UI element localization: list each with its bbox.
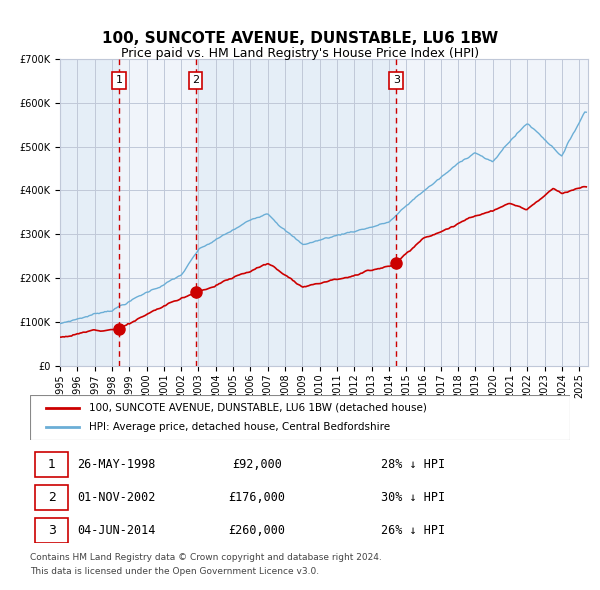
Text: Price paid vs. HM Land Registry's House Price Index (HPI): Price paid vs. HM Land Registry's House … bbox=[121, 47, 479, 60]
Text: Contains HM Land Registry data © Crown copyright and database right 2024.: Contains HM Land Registry data © Crown c… bbox=[30, 553, 382, 562]
Text: 30% ↓ HPI: 30% ↓ HPI bbox=[381, 491, 445, 504]
FancyBboxPatch shape bbox=[35, 518, 68, 543]
Text: 28% ↓ HPI: 28% ↓ HPI bbox=[381, 458, 445, 471]
Text: £260,000: £260,000 bbox=[228, 524, 286, 537]
Text: 2: 2 bbox=[192, 76, 199, 86]
Text: 1: 1 bbox=[115, 76, 122, 86]
Text: £176,000: £176,000 bbox=[228, 491, 286, 504]
Bar bbox=[60, 59, 119, 366]
FancyBboxPatch shape bbox=[30, 395, 570, 440]
Text: 26-MAY-1998: 26-MAY-1998 bbox=[77, 458, 155, 471]
Text: This data is licensed under the Open Government Licence v3.0.: This data is licensed under the Open Gov… bbox=[30, 566, 319, 576]
Text: 04-JUN-2014: 04-JUN-2014 bbox=[77, 524, 155, 537]
Text: 100, SUNCOTE AVENUE, DUNSTABLE, LU6 1BW: 100, SUNCOTE AVENUE, DUNSTABLE, LU6 1BW bbox=[102, 31, 498, 46]
Text: 3: 3 bbox=[47, 524, 56, 537]
Text: 01-NOV-2002: 01-NOV-2002 bbox=[77, 491, 155, 504]
Text: HPI: Average price, detached house, Central Bedfordshire: HPI: Average price, detached house, Cent… bbox=[89, 422, 391, 432]
Text: 3: 3 bbox=[392, 76, 400, 86]
Text: 26% ↓ HPI: 26% ↓ HPI bbox=[381, 524, 445, 537]
Bar bbox=[196, 59, 396, 366]
Text: £92,000: £92,000 bbox=[232, 458, 282, 471]
FancyBboxPatch shape bbox=[35, 484, 68, 510]
Text: 2: 2 bbox=[47, 491, 56, 504]
Text: 1: 1 bbox=[47, 458, 56, 471]
Text: 100, SUNCOTE AVENUE, DUNSTABLE, LU6 1BW (detached house): 100, SUNCOTE AVENUE, DUNSTABLE, LU6 1BW … bbox=[89, 403, 427, 412]
FancyBboxPatch shape bbox=[35, 451, 68, 477]
